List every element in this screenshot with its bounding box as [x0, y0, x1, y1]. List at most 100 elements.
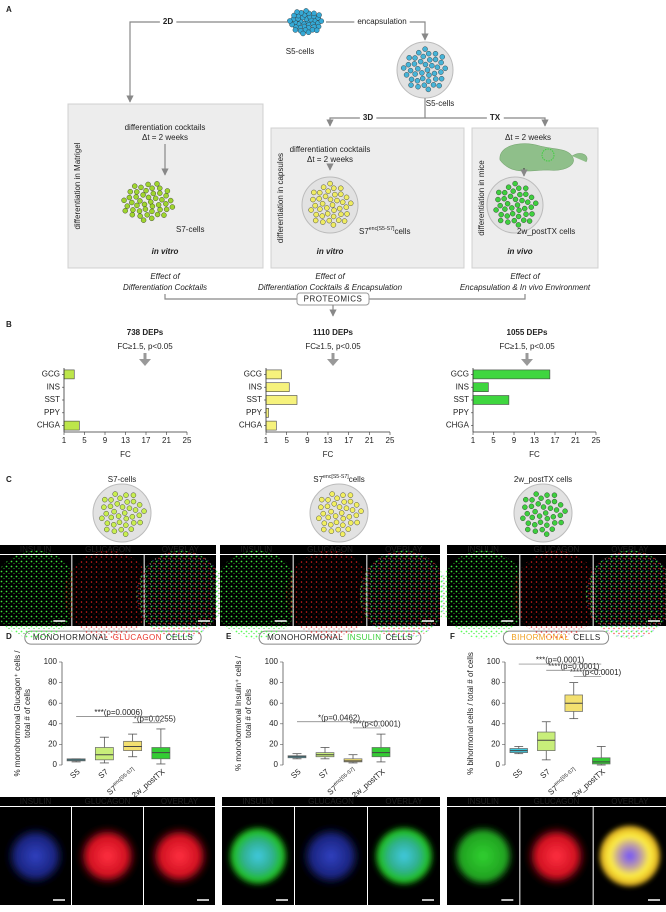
cell	[358, 508, 364, 514]
branch-label: encapsulation	[357, 17, 406, 26]
title-part: BIHORMONAL	[511, 633, 569, 642]
specimen	[136, 550, 225, 639]
cell	[334, 495, 340, 501]
cell	[524, 510, 530, 517]
significance-label: ****(p=0.0001)	[548, 662, 600, 671]
cell	[104, 526, 110, 533]
cell	[343, 204, 349, 210]
cell	[331, 207, 337, 213]
cell	[112, 491, 118, 497]
cell	[525, 520, 532, 526]
cell	[522, 205, 528, 212]
cell	[141, 201, 148, 208]
cell	[157, 185, 163, 191]
cocktail-label: differentiation cocktails	[290, 145, 371, 154]
image-header	[0, 545, 216, 554]
duration-label: Δt = 2 weeks	[142, 133, 188, 142]
cell	[338, 185, 344, 191]
cell	[145, 194, 152, 201]
cell	[123, 522, 129, 528]
cell	[316, 196, 322, 202]
cell	[497, 217, 504, 224]
cell	[339, 531, 346, 537]
connector	[369, 294, 526, 300]
branch-label: 2D	[163, 17, 173, 26]
cell	[129, 199, 135, 206]
cell	[532, 508, 538, 515]
x-tick-label: 25	[592, 436, 601, 445]
x-tick-label: 2w_postTX	[350, 767, 387, 800]
cocktail-label: differentiation cocktails	[125, 123, 206, 132]
specimen	[359, 550, 448, 639]
cell	[300, 30, 306, 37]
cell	[540, 504, 547, 510]
cell	[335, 526, 341, 533]
mouse	[499, 143, 588, 172]
cell	[504, 213, 510, 219]
cell	[502, 206, 508, 212]
cell	[108, 497, 114, 503]
cell	[349, 507, 356, 513]
cell	[421, 82, 427, 88]
cell	[325, 497, 331, 503]
cell-label: S7-cells	[176, 225, 204, 234]
sphere-label-part: S7-cells	[108, 475, 136, 484]
channel-label: INSULIN	[20, 797, 52, 806]
cell	[318, 504, 324, 510]
cell	[130, 492, 137, 498]
image-header	[220, 545, 440, 554]
image-header	[0, 797, 215, 806]
cell	[104, 520, 111, 526]
label-background	[159, 16, 177, 28]
y-axis-label: % monohormonal Glucagon⁺ cells /	[13, 650, 22, 777]
side-label: differentiation in mice	[477, 160, 486, 236]
label-background	[359, 112, 377, 124]
cell	[516, 207, 522, 213]
box	[151, 747, 171, 760]
cell	[523, 191, 529, 197]
cell	[325, 514, 331, 521]
cell	[136, 512, 143, 519]
cell	[319, 213, 325, 219]
cell	[294, 9, 300, 15]
cell	[515, 222, 522, 228]
chart-subtitle: FC≥1.5, p<0.05	[499, 342, 555, 351]
sphere-label: S7-cells	[108, 475, 136, 484]
cell	[344, 211, 350, 217]
merge-label: PROTEOMICS	[304, 295, 363, 304]
cell	[115, 513, 122, 519]
specimen	[146, 823, 213, 889]
cell	[407, 67, 414, 74]
cell	[529, 514, 535, 521]
cell	[552, 520, 558, 526]
cell	[522, 504, 528, 510]
setting-label: in vivo	[507, 247, 532, 256]
cell	[116, 519, 123, 525]
box	[537, 731, 556, 751]
cell	[514, 202, 521, 208]
cell	[331, 501, 337, 507]
cell	[126, 194, 133, 201]
cell	[99, 515, 105, 522]
cell	[163, 206, 170, 213]
x-tick-label-part: S7	[317, 767, 331, 781]
y-tick-label: CHGA	[446, 421, 470, 430]
y-tick-label: 40	[269, 719, 278, 728]
panel-label: A	[6, 5, 12, 14]
implant	[541, 148, 555, 162]
significance-label: ***(p=0.0006)	[94, 708, 143, 717]
cell	[131, 183, 138, 189]
x-tick-label-part: 2w_postTX	[350, 767, 387, 800]
y-tick-label: 60	[269, 698, 278, 707]
cell	[510, 188, 516, 194]
sphere-label-sup: enc[S5-S7]	[323, 474, 349, 480]
cell	[129, 212, 136, 218]
cell	[505, 219, 511, 225]
setting-label: in vitro	[317, 247, 344, 256]
cell	[292, 27, 299, 33]
specimen	[74, 823, 141, 889]
y-tick-label: CHGA	[239, 421, 263, 430]
cell	[108, 514, 114, 521]
box	[343, 758, 363, 763]
